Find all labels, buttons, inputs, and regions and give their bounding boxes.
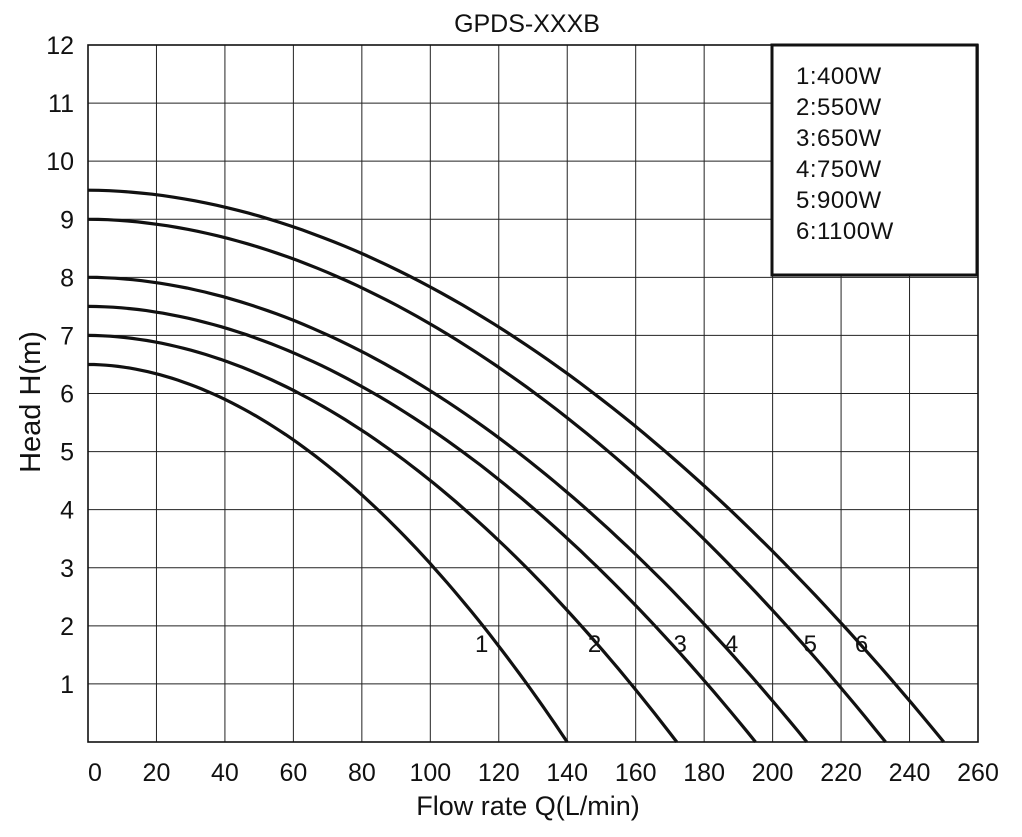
y-tick-label: 12 — [46, 32, 74, 60]
x-tick-label: 80 — [348, 759, 376, 787]
y-tick-label: 11 — [48, 90, 74, 118]
x-tick-label: 0 — [88, 759, 102, 787]
pump-curve-2 — [87, 333, 679, 743]
y-tick-label: 6 — [60, 381, 74, 409]
y-tick-label: 7 — [60, 322, 74, 350]
curve-label-4: 4 — [725, 631, 738, 658]
y-tick-label: 4 — [60, 497, 74, 525]
x-tick-label: 120 — [478, 759, 520, 787]
legend-box — [770, 43, 979, 277]
pump-curve-6 — [87, 188, 946, 744]
curve-label-2: 2 — [588, 631, 601, 658]
y-tick-label: 9 — [60, 206, 74, 234]
x-tick-label: 20 — [143, 759, 171, 787]
y-tick-label: 5 — [60, 439, 74, 467]
x-tick-label: 220 — [820, 759, 862, 787]
x-tick-label: 240 — [889, 759, 931, 787]
legend-item: 6:1100W — [796, 218, 894, 245]
pump-curve-3 — [87, 304, 757, 744]
curve-label-3: 3 — [674, 631, 687, 658]
x-tick-label: 260 — [957, 759, 999, 787]
y-tick-label: 10 — [46, 148, 74, 176]
x-tick-label: 200 — [752, 759, 794, 787]
pump-curves — [87, 188, 946, 744]
curve-labels: 1 2 3 4 5 6 — [475, 631, 868, 658]
pump-curve-1 — [88, 362, 569, 743]
plot-frame — [87, 44, 979, 743]
curve-label-5: 5 — [804, 631, 817, 658]
legend-item: 4:750W — [796, 156, 882, 183]
curve-label-6: 6 — [855, 631, 868, 658]
x-tick-label: 60 — [279, 759, 307, 787]
pump-curve-4 — [87, 275, 809, 744]
x-tick-label: 180 — [683, 759, 725, 787]
x-tick-label: 100 — [409, 759, 451, 787]
curve-label-1: 1 — [475, 631, 488, 658]
legend-item: 5:900W — [796, 187, 882, 214]
legend-item: 1:400W — [796, 63, 882, 90]
x-tick-label: 140 — [546, 759, 588, 787]
x-tick-label: 160 — [615, 759, 657, 787]
y-tick-label: 1 — [60, 671, 74, 699]
x-axis-label: Flow rate Q(L/min) — [416, 791, 640, 821]
y-tick-label: 2 — [60, 613, 74, 641]
x-tick-label: 40 — [211, 759, 239, 787]
y-tick-label: 3 — [60, 555, 74, 583]
legend-items: 1:400W 2:550W 3:650W 4:750W 5:900W 6:1100W — [796, 63, 894, 245]
pump-curve-5 — [87, 217, 887, 744]
chart-title: GPDS-XXXB — [454, 10, 600, 38]
x-axis-ticks: 0 20 40 60 80 100 120 140 160 180 200 220 240 260 — [88, 759, 999, 787]
y-tick-label: 8 — [60, 264, 74, 292]
y-axis-label: Head H(m) — [15, 331, 47, 473]
legend: 1:400W 2:550W 3:650W 4:750W 5:900W 6:1100W — [770, 43, 979, 277]
legend-item: 2:550W — [796, 94, 882, 121]
legend-item: 3:650W — [796, 125, 882, 152]
